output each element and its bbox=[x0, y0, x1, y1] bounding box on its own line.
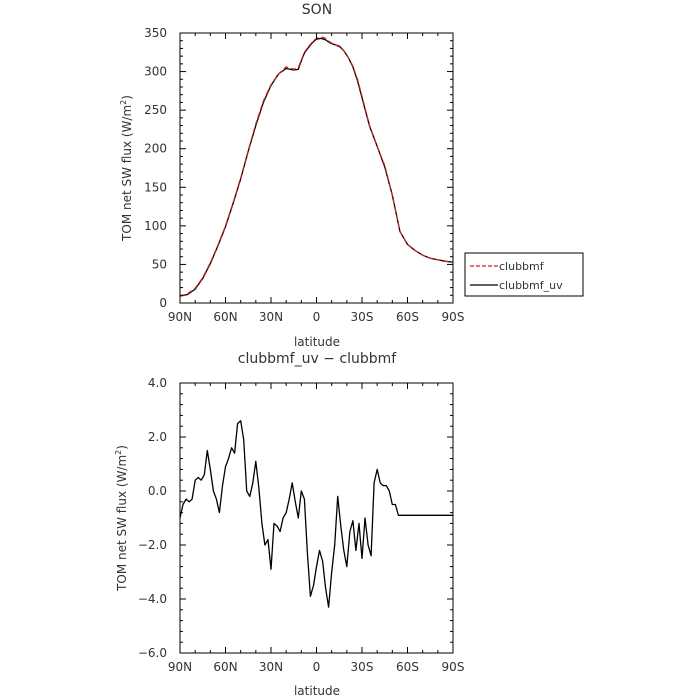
top-plot-frame bbox=[179, 32, 454, 304]
top-x-tick-label: 30S bbox=[351, 310, 374, 324]
bottom-y-tick-label: −4.0 bbox=[138, 592, 167, 606]
top-x-tick-label: 60S bbox=[396, 310, 419, 324]
bottom-y-tick-label: 2.0 bbox=[148, 430, 167, 444]
bottom-y-tick-label: −2.0 bbox=[138, 538, 167, 552]
top-x-tick-label: 0 bbox=[313, 310, 321, 324]
bottom-y-axis-title: TOM net SW flux (W/m2) bbox=[114, 445, 129, 592]
top-series-group bbox=[179, 36, 454, 297]
bottom-y-tick-label: 4.0 bbox=[148, 376, 167, 390]
top-ticks: 90N 60N 30N 0 30S 60S 90S 0 50 100 150 200 250 300 350 bbox=[144, 26, 464, 324]
bottom-y-tick-label: 0.0 bbox=[148, 484, 167, 498]
bottom-x-tick-label: 60N bbox=[213, 660, 237, 674]
top-y-tick-label: 0 bbox=[159, 296, 167, 310]
bottom-x-tick-label: 60S bbox=[396, 660, 419, 674]
legend-label-clubbmf: clubbmf bbox=[499, 260, 545, 273]
top-y-axis-title: TOM net SW flux (W/m2) bbox=[119, 95, 134, 242]
top-y-tick-label: 350 bbox=[144, 26, 167, 40]
bottom-x-tick-label: 30S bbox=[351, 660, 374, 674]
top-plot-title: SON bbox=[302, 2, 332, 18]
top-x-tick-label: 60N bbox=[213, 310, 237, 324]
top-x-tick-label: 90N bbox=[168, 310, 192, 324]
top-series-line-0 bbox=[179, 37, 454, 297]
bottom-y-tick-label: −6.0 bbox=[138, 646, 167, 660]
top-y-tick-label: 150 bbox=[144, 180, 167, 194]
top-y-tick-label: 100 bbox=[144, 219, 167, 233]
bottom-panel: clubbmf_uv − clubbmf 90N 60N 30N 0 30S 60S 90S… bbox=[114, 351, 464, 698]
top-y-tick-label: 50 bbox=[152, 257, 167, 271]
top-y-tick-label: 200 bbox=[144, 142, 167, 156]
top-series-line-1 bbox=[179, 36, 454, 297]
top-x-axis-title: latitude bbox=[294, 335, 340, 349]
top-x-tick-label: 90S bbox=[442, 310, 465, 324]
legend-label-clubbmf-uv: clubbmf_uv bbox=[499, 279, 563, 292]
bottom-x-tick-label: 90N bbox=[168, 660, 192, 674]
bottom-x-tick-label: 90S bbox=[442, 660, 465, 674]
bottom-plot-frame bbox=[179, 382, 454, 654]
bottom-plot-title: clubbmf_uv − clubbmf bbox=[238, 351, 397, 367]
bottom-series-group bbox=[179, 420, 453, 608]
top-panel: SON 90N 60N 30N 0 30S 60S 90S 0 50 100 150 200 250 30… bbox=[119, 2, 584, 349]
top-y-tick-label: 250 bbox=[144, 103, 167, 117]
bottom-x-tick-label: 30N bbox=[259, 660, 283, 674]
bottom-x-tick-label: 0 bbox=[313, 660, 321, 674]
legend: clubbmf clubbmf_uv bbox=[464, 252, 584, 297]
bottom-series-line-0 bbox=[179, 420, 453, 608]
legend-box bbox=[464, 252, 584, 297]
top-x-tick-label: 30N bbox=[259, 310, 283, 324]
bottom-x-axis-title: latitude bbox=[294, 684, 340, 698]
bottom-ticks: 90N 60N 30N 0 30S 60S 90S −6.0 −4.0 −2.0 0.0 2.0 4.0 bbox=[138, 376, 465, 674]
top-y-tick-label: 300 bbox=[144, 65, 167, 79]
